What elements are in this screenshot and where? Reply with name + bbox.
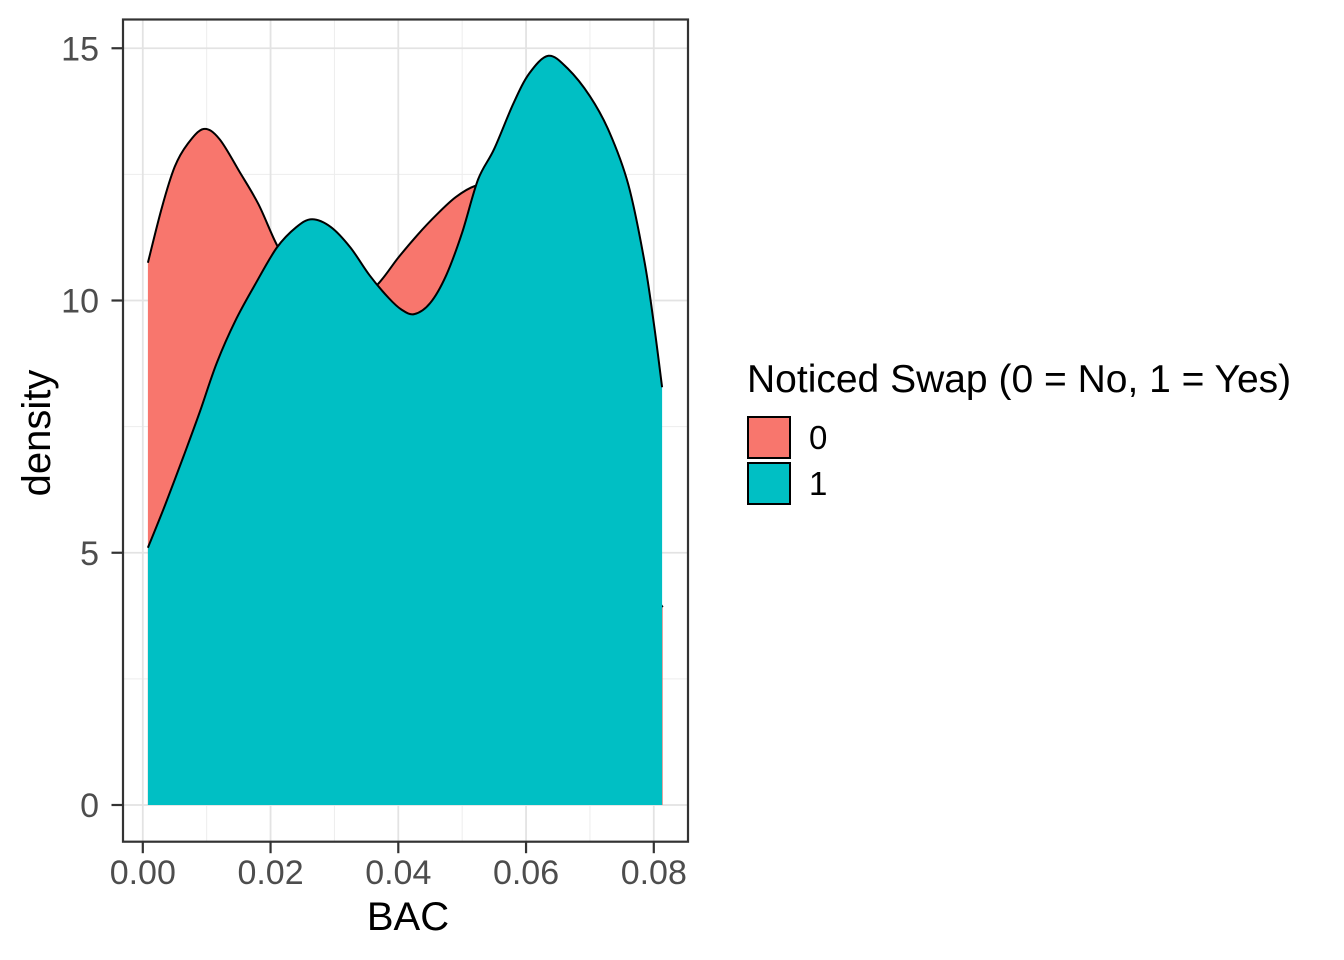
density-outline-1 — [146, 54, 664, 549]
legend-entry-0: 0 — [747, 415, 1291, 459]
y-tick-label: 15 — [61, 30, 99, 68]
panel-border — [121, 18, 690, 843]
legend-entry-1: 1 — [747, 461, 1291, 505]
x-tick-label: 0.08 — [621, 854, 687, 892]
legend-key-0-label: 0 — [809, 418, 828, 456]
x-tick-label: 0.04 — [365, 854, 431, 892]
legend-key-1-swatch — [747, 461, 791, 505]
y-tick-label: 0 — [80, 787, 99, 825]
x-tick-label: 0.06 — [493, 854, 559, 892]
legend-key-0-swatch — [747, 415, 791, 459]
density-area-1 — [147, 55, 663, 806]
x-tick-label: 0.02 — [237, 854, 303, 892]
x-axis-title: BAC — [366, 895, 450, 939]
legend: Noticed Swap (0 = No, 1 = Yes) 0 1 — [747, 358, 1292, 508]
legend-key-1-label: 1 — [809, 464, 828, 502]
y-tick-label: 5 — [80, 535, 99, 573]
x-tick-label: 0.00 — [110, 854, 176, 892]
legend-title: Noticed Swap (0 = No, 1 = Yes) — [747, 358, 1292, 401]
y-tick-label: 10 — [61, 283, 99, 321]
y-axis-title: density — [15, 369, 59, 497]
